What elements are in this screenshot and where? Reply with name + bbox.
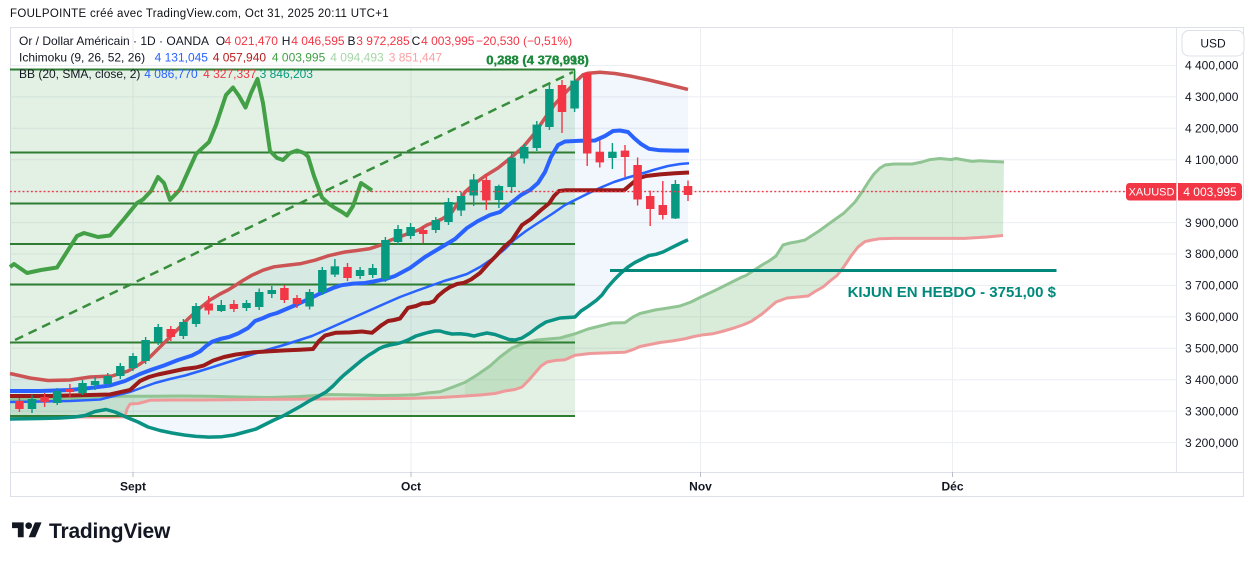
svg-text:BB (20, SMA, close, 2): BB (20, SMA, close, 2) [19, 67, 140, 81]
svg-text:C: C [412, 34, 421, 48]
svg-text:4 021,470: 4 021,470 [225, 34, 279, 48]
svg-text:4 300,000: 4 300,000 [1185, 90, 1239, 104]
svg-text:3 846,203: 3 846,203 [260, 67, 314, 81]
svg-text:Déc: Déc [941, 480, 963, 494]
svg-text:3 900,000: 3 900,000 [1185, 216, 1239, 230]
svg-text:4 094,493: 4 094,493 [330, 51, 384, 65]
svg-text:4 400,000: 4 400,000 [1185, 59, 1239, 73]
svg-text:3 600,000: 3 600,000 [1185, 310, 1239, 324]
svg-text:Sept: Sept [120, 480, 146, 494]
svg-text:KIJUN EN HEBDO - 3751,00 $: KIJUN EN HEBDO - 3751,00 $ [848, 284, 1057, 301]
svg-text:0,388 (4 378,018): 0,388 (4 378,018) [487, 53, 590, 68]
svg-text:3 851,447: 3 851,447 [389, 51, 443, 65]
svg-text:B: B [348, 34, 356, 48]
svg-text:−20,530 (−0,51%): −20,530 (−0,51%) [476, 34, 572, 48]
svg-text:3 800,000: 3 800,000 [1185, 247, 1239, 261]
svg-text:H: H [282, 34, 291, 48]
svg-text:XAUUSD: XAUUSD [1129, 187, 1175, 199]
svg-text:USD: USD [1200, 37, 1226, 51]
svg-text:4 100,000: 4 100,000 [1185, 153, 1239, 167]
svg-text:Or / Dollar Américain · 1D · O: Or / Dollar Américain · 1D · OANDA [19, 34, 209, 48]
svg-text:4 131,045: 4 131,045 [155, 51, 209, 65]
svg-text:3 972,285: 3 972,285 [356, 34, 410, 48]
svg-text:4 046,595: 4 046,595 [291, 34, 345, 48]
svg-text:4 003,995: 4 003,995 [1183, 185, 1237, 199]
svg-text:4 003,995: 4 003,995 [421, 34, 475, 48]
svg-text:Nov: Nov [689, 480, 712, 494]
svg-text:3 400,000: 3 400,000 [1185, 373, 1239, 387]
svg-text:Oct: Oct [401, 480, 421, 494]
svg-text:4 200,000: 4 200,000 [1185, 122, 1239, 136]
svg-text:4 327,337: 4 327,337 [203, 67, 257, 81]
svg-text:3 300,000: 3 300,000 [1185, 404, 1239, 418]
svg-text:3 700,000: 3 700,000 [1185, 279, 1239, 293]
svg-text:3 200,000: 3 200,000 [1185, 436, 1239, 450]
svg-text:Ichimoku (9, 26, 52, 26): Ichimoku (9, 26, 52, 26) [19, 51, 145, 65]
svg-text:O: O [216, 34, 225, 48]
svg-text:4 086,770: 4 086,770 [144, 67, 198, 81]
svg-text:0,288 (4 370,998): 0,288 (4 370,998) [486, 53, 589, 68]
svg-text:4 003,995: 4 003,995 [272, 51, 326, 65]
svg-text:3 500,000: 3 500,000 [1185, 342, 1239, 356]
svg-text:4 057,940: 4 057,940 [213, 51, 267, 65]
